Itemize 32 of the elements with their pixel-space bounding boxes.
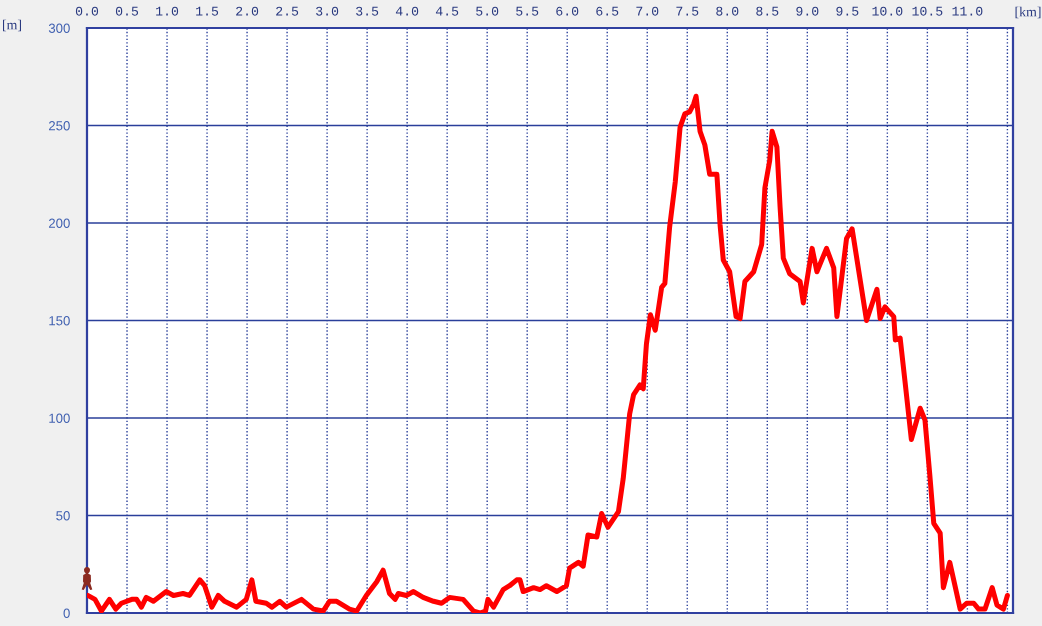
x-tick-label: 7.5 bbox=[676, 6, 699, 16]
x-tick-label: 4.0 bbox=[395, 6, 419, 16]
x-tick-label: 2.5 bbox=[276, 6, 299, 16]
x-tick-label: 5.0 bbox=[476, 6, 499, 16]
x-tick-label: 3.0 bbox=[316, 6, 339, 16]
x-tick-label: 11.0 bbox=[952, 6, 983, 16]
y-tick-label: 100 bbox=[49, 413, 70, 423]
x-axis-title: [km] bbox=[1015, 6, 1041, 19]
x-tick-label: 7.0 bbox=[636, 6, 659, 16]
y-tick-label: 0 bbox=[63, 608, 70, 618]
y-tick-label: 50 bbox=[56, 511, 70, 521]
x-tick-label: 3.5 bbox=[356, 6, 379, 16]
y-tick-label: 200 bbox=[48, 218, 70, 228]
x-tick-label: 9.0 bbox=[796, 6, 819, 16]
x-tick-label: 0.5 bbox=[115, 6, 139, 16]
x-tick-label: 6.5 bbox=[596, 6, 619, 16]
y-tick-label: 300 bbox=[48, 23, 70, 33]
x-tick-label: 10.0 bbox=[872, 6, 903, 16]
x-tick-label: 5.5 bbox=[516, 6, 539, 16]
y-tick-label: 250 bbox=[48, 121, 70, 131]
x-tick-label: 8.5 bbox=[756, 6, 779, 16]
x-tick-label: 10.5 bbox=[912, 6, 943, 16]
x-tick-label: 9.5 bbox=[836, 6, 859, 16]
x-tick-label: 6.0 bbox=[556, 6, 579, 16]
x-tick-label: 2.0 bbox=[236, 6, 259, 16]
x-tick-label: 0.0 bbox=[75, 6, 99, 16]
y-axis-title: [m] bbox=[3, 19, 21, 32]
x-tick-label: 1.5 bbox=[196, 6, 219, 16]
x-tick-label: 8.0 bbox=[716, 6, 739, 16]
x-tick-label: 1.0 bbox=[156, 6, 179, 16]
y-tick-label: 150 bbox=[49, 316, 70, 326]
x-tick-label: 4.5 bbox=[435, 6, 459, 16]
